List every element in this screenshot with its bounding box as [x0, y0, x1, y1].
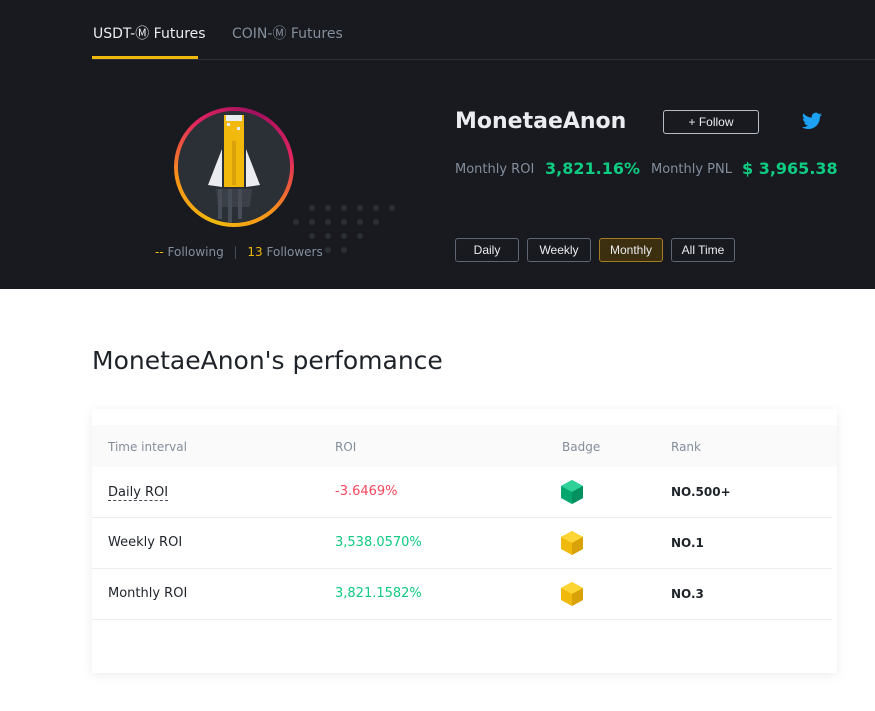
- monthly-pnl-value: $ 3,965.38: [742, 159, 838, 178]
- rank-cell: NO.1: [671, 536, 704, 550]
- roi-cell: -3.6469%: [335, 484, 398, 499]
- green-hexagon-badge-icon: [561, 480, 583, 504]
- tab-usdt-futures[interactable]: USDT-Ⓜ Futures: [93, 26, 206, 42]
- performance-title: MonetaeAnon's perfomance: [92, 346, 443, 375]
- followers-count: 13: [247, 245, 263, 259]
- period-all-time-button[interactable]: All Time: [671, 238, 735, 262]
- performance-table: Time interval ROI Badge Rank Daily ROI -…: [92, 409, 837, 673]
- monthly-roi-value: 3,821.16%: [545, 159, 640, 178]
- column-header-time-interval: Time interval: [108, 440, 187, 454]
- following-count: --: [155, 245, 164, 259]
- twitter-icon[interactable]: [802, 112, 822, 130]
- profile-hero: USDT-Ⓜ Futures COIN-Ⓜ Futures: [0, 0, 875, 289]
- interval-cell: Monthly ROI: [108, 586, 188, 601]
- avatar: [174, 107, 294, 227]
- table-row: Monthly ROI 3,821.1582% NO.3: [92, 569, 832, 620]
- active-tab-indicator: [92, 56, 198, 59]
- divider: |: [233, 245, 238, 259]
- decorative-dots: [293, 205, 395, 253]
- followers-label[interactable]: Followers: [266, 245, 323, 259]
- follow-button[interactable]: + Follow: [663, 110, 759, 134]
- roi-cell: 3,538.0570%: [335, 535, 422, 550]
- rocket-icon: [178, 111, 290, 223]
- roi-cell: 3,821.1582%: [335, 586, 422, 601]
- monthly-roi-label: Monthly ROI: [455, 162, 535, 177]
- gold-hexagon-badge-icon: [561, 531, 583, 555]
- tab-coin-futures[interactable]: COIN-Ⓜ Futures: [232, 26, 343, 42]
- rank-cell: NO.3: [671, 587, 704, 601]
- table-row: Daily ROI -3.6469% NO.500+: [92, 467, 832, 518]
- monthly-pnl-label: Monthly PNL: [651, 162, 732, 177]
- follow-counts: -- Following | 13 Followers: [155, 244, 323, 260]
- column-header-roi: ROI: [335, 440, 357, 454]
- interval-cell: Weekly ROI: [108, 535, 183, 550]
- period-weekly-button[interactable]: Weekly: [527, 238, 591, 262]
- column-header-badge: Badge: [562, 440, 601, 454]
- trader-name: MonetaeAnon: [455, 109, 627, 134]
- rank-cell: NO.500+: [671, 485, 731, 499]
- gold-hexagon-badge-icon: [561, 582, 583, 606]
- column-header-rank: Rank: [671, 440, 701, 454]
- interval-cell[interactable]: Daily ROI: [108, 485, 169, 501]
- table-header: Time interval ROI Badge Rank: [92, 425, 837, 467]
- table-row: Weekly ROI 3,538.0570% NO.1: [92, 518, 832, 569]
- following-label[interactable]: Following: [167, 245, 224, 259]
- period-daily-button[interactable]: Daily: [455, 238, 519, 262]
- futures-tabs: USDT-Ⓜ Futures COIN-Ⓜ Futures: [92, 0, 875, 60]
- period-monthly-button[interactable]: Monthly: [599, 238, 663, 262]
